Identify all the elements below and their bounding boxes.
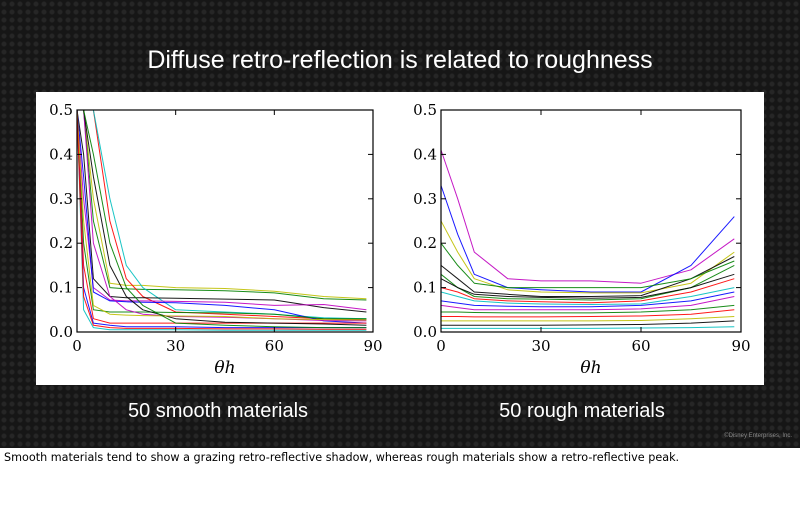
- series-line-6: [441, 278, 735, 304]
- series-line-2: [441, 185, 735, 293]
- x-tick-label: 60: [631, 337, 650, 355]
- axes-frame: [76, 109, 374, 333]
- y-tick-label: 0.0: [413, 323, 437, 341]
- x-tick-label: 30: [531, 337, 550, 355]
- series-line-10: [77, 110, 367, 329]
- slide: Diffuse retro-reflection is related to r…: [0, 0, 800, 448]
- series-line-14: [441, 326, 735, 329]
- x-tick-label: 0: [72, 337, 82, 355]
- smooth-materials-chart: 0.0 0.1 0.2 0.3 0.4 0.5 0 30 60 90 θh: [36, 92, 400, 385]
- copyright-notice: ©Disney Enterprises, Inc.: [724, 433, 792, 439]
- y-tick-label: 0.2: [413, 234, 437, 252]
- series-line-8: [77, 110, 367, 320]
- y-tick-label: 0.1: [49, 279, 73, 297]
- y-tick-label: 0.5: [49, 101, 73, 119]
- series-line-4: [77, 110, 367, 320]
- series-line-13: [77, 110, 367, 326]
- x-axis-label: θh: [214, 358, 235, 378]
- series-line-1: [441, 149, 735, 284]
- y-tick-label: 0.3: [413, 190, 437, 208]
- series-line-8: [441, 291, 735, 308]
- series-line-10: [441, 304, 735, 314]
- axes-frame: [440, 109, 742, 333]
- charts-panel: 0.0 0.1 0.2 0.3 0.4 0.5 0 30 60 90 θh 0.0 0.1 0.2 0.3…: [36, 92, 764, 385]
- x-tick-label: 0: [436, 337, 446, 355]
- series-group: [441, 149, 735, 329]
- series-line-15: [77, 110, 367, 329]
- smooth-chart-label: 50 smooth materials: [127, 400, 309, 422]
- series-line-1: [77, 110, 367, 300]
- x-tick-label: 60: [265, 337, 284, 355]
- series-group: [77, 110, 367, 331]
- series-line-3: [441, 220, 735, 294]
- y-tick-label: 0.0: [49, 323, 73, 341]
- y-tick-label: 0.5: [413, 101, 437, 119]
- series-line-7: [441, 287, 735, 305]
- series-line-7: [77, 110, 367, 324]
- series-line-11: [77, 110, 367, 322]
- series-line-5: [77, 110, 367, 313]
- series-line-16: [77, 110, 367, 330]
- slide-title: Diffuse retro-reflection is related to r…: [147, 46, 653, 74]
- series-line-6: [77, 110, 367, 311]
- rough-materials-chart: 0.0 0.1 0.2 0.3 0.4 0.5 0 30 60 90 θh: [400, 92, 764, 385]
- y-tick-label: 0.4: [49, 145, 73, 163]
- series-line-13: [441, 320, 735, 326]
- rough-chart-label: 50 rough materials: [499, 400, 665, 422]
- series-line-4: [441, 256, 735, 297]
- series-line-12: [441, 316, 735, 322]
- series-line-3: [77, 110, 367, 321]
- series-line-2: [77, 110, 367, 301]
- caption: Smooth materials tend to show a grazing …: [4, 451, 680, 464]
- y-tick-label: 0.3: [49, 190, 73, 208]
- x-axis-label: θh: [580, 358, 601, 378]
- series-line-14: [77, 110, 367, 321]
- series-line-12: [77, 110, 367, 331]
- y-tick-label: 0.2: [49, 234, 73, 252]
- series-line-11: [441, 309, 735, 318]
- series-line-16: [441, 273, 735, 299]
- x-tick-label: 90: [363, 337, 382, 355]
- y-tick-label: 0.4: [413, 145, 437, 163]
- x-tick-label: 30: [166, 337, 185, 355]
- series-line-9: [441, 296, 735, 311]
- x-tick-label: 90: [731, 337, 750, 355]
- y-tick-label: 0.1: [413, 279, 437, 297]
- series-line-15: [441, 242, 735, 289]
